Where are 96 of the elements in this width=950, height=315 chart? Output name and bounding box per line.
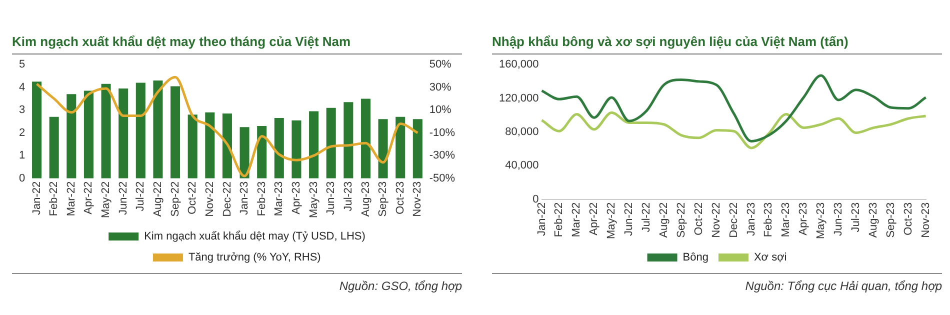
y-tick-label: 5 — [18, 58, 26, 71]
y-tick-label: 40,000 — [505, 160, 539, 172]
x-tick-label: May-22 — [100, 181, 112, 218]
x-tick-label: Nov-22 — [710, 202, 722, 238]
x-tick-label: Aug-22 — [658, 202, 670, 238]
y2-tick-label: 10% — [429, 104, 452, 116]
bar — [153, 80, 163, 178]
x-tick-label: Aug-23 — [360, 181, 372, 217]
text: Nguồn: GSO, tổng hợp — [12, 273, 462, 293]
x-tick-label: Apr-22 — [82, 181, 95, 214]
x-tick-label: Aug-23 — [867, 202, 880, 238]
x-tick-label: Feb-23 — [762, 202, 775, 238]
x-tick-label: Aug-22 — [152, 181, 164, 217]
legend-label: Kim ngạch xuất khẩu dệt may (Tỷ USD, LHS) — [144, 230, 366, 243]
x-tick-label: Feb-22 — [553, 202, 566, 238]
bar — [188, 114, 198, 178]
x-tick-label: Oct-23 — [394, 181, 406, 214]
x-tick-label: Oct-23 — [902, 202, 914, 236]
x-tick-label: Sep-23 — [377, 181, 390, 217]
x-tick-label: Oct-22 — [186, 181, 199, 214]
bar — [412, 119, 422, 178]
bar — [84, 90, 94, 178]
bar — [309, 111, 319, 178]
bar — [136, 82, 146, 178]
bar — [326, 108, 336, 178]
x-tick-label: Jan-22 — [536, 202, 548, 236]
bar — [49, 116, 59, 178]
bar — [32, 82, 42, 178]
x-tick-label: Apr-23 — [290, 181, 303, 214]
y-tick-label: 1 — [18, 150, 26, 162]
bar — [118, 88, 128, 178]
x-tick-label: Sep-23 — [884, 202, 897, 238]
bar — [378, 119, 388, 178]
line-series — [36, 76, 419, 178]
y2-tick-label: -50% — [429, 172, 456, 184]
x-tick-label: Jun-22 — [623, 202, 636, 236]
x-tick-label: Apr-23 — [798, 202, 810, 236]
y-tick-label: 3 — [18, 104, 26, 116]
x-tick-label: Jul-23 — [342, 181, 354, 212]
chart-title: Nhập khẩu bông và xơ sợi nguyên liệu của Việt Nam (tấn) — [492, 34, 942, 55]
x-tick-label: Jul-22 — [640, 202, 653, 232]
y-tick-label: 0 — [18, 172, 26, 184]
y-tick-label: 160,000 — [498, 58, 539, 71]
bar — [274, 118, 284, 178]
y-tick-label: 120,000 — [498, 92, 539, 104]
x-tick-label: Jun-22 — [117, 181, 130, 215]
x-tick-label: Mar-22 — [65, 181, 78, 216]
legend-label: Xơ sợi — [754, 252, 787, 264]
x-tick-label: Nov-22 — [204, 181, 216, 217]
line-series — [540, 111, 928, 150]
x-tick-label: Dec-22 — [221, 181, 234, 217]
bar — [396, 116, 406, 178]
x-tick-label: Jun-23 — [325, 181, 338, 215]
x-tick-label: Dec-22 — [728, 202, 740, 238]
bar — [205, 112, 215, 178]
bar — [292, 120, 302, 178]
x-tick-label: Mar-23 — [273, 181, 286, 216]
x-tick-label: Jan-22 — [30, 181, 43, 215]
y2-tick-label: 30% — [429, 81, 452, 94]
line-series — [540, 74, 928, 142]
x-tick-label: Jun-23 — [832, 202, 845, 236]
x-tick-label: Feb-23 — [256, 181, 268, 216]
x-tick-label: Mar-23 — [780, 202, 792, 238]
bar — [360, 98, 370, 178]
y2-tick-label: -10% — [429, 126, 456, 139]
chart-title: Kim ngạch xuất khẩu dệt may theo tháng của Việt Nam — [12, 34, 462, 55]
bar — [222, 114, 232, 178]
bar — [344, 102, 354, 178]
bar — [257, 126, 267, 178]
x-tick-label: Nov-23 — [412, 181, 424, 217]
bar — [170, 86, 180, 178]
x-tick-label: Jan-23 — [745, 202, 758, 236]
x-tick-label: May-22 — [606, 202, 618, 240]
x-tick-label: Sep-22 — [675, 202, 688, 238]
bar — [101, 84, 111, 178]
x-tick-label: May-23 — [308, 181, 320, 218]
x-tick-label: Apr-22 — [588, 202, 600, 236]
x-tick-label: Oct-22 — [692, 202, 705, 236]
x-tick-label: Nov-23 — [920, 202, 932, 238]
y-tick-label: 80,000 — [505, 126, 539, 138]
x-tick-label: Jul-23 — [850, 202, 862, 232]
text: Nguồn: Tổng cục Hải quan, tổng hợp — [492, 273, 942, 293]
x-tick-label: Sep-22 — [169, 181, 182, 217]
y-tick-label: 2 — [18, 126, 26, 139]
x-tick-label: Jan-23 — [238, 181, 251, 215]
bar — [66, 94, 76, 178]
y2-tick-label: -30% — [429, 150, 456, 162]
x-tick-label: Feb-22 — [48, 181, 60, 216]
bar — [240, 127, 250, 178]
y2-tick-label: 50% — [429, 58, 452, 71]
x-tick-label: Jul-22 — [134, 181, 147, 212]
x-tick-label: Mar-22 — [570, 202, 583, 238]
legend-label: Bông — [682, 252, 708, 264]
y-tick-label: 4 — [18, 81, 26, 94]
legend-label: Tăng trưởng (% YoY, RHS) — [188, 252, 321, 264]
x-tick-label: May-23 — [815, 202, 828, 240]
